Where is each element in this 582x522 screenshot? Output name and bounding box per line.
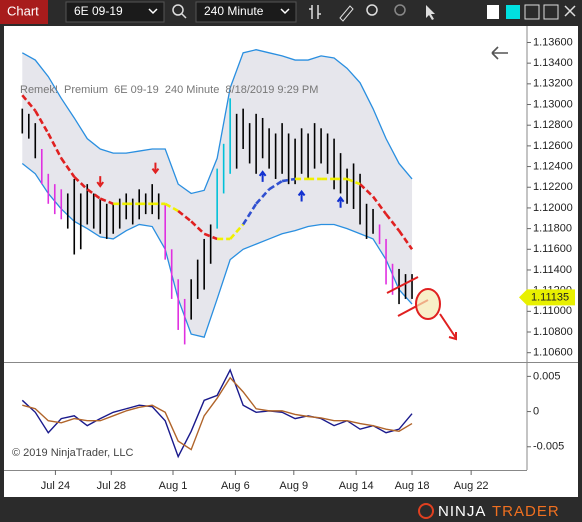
trend-segment bbox=[255, 188, 271, 205]
trend-segment bbox=[99, 197, 114, 205]
maximize-button[interactable] bbox=[543, 4, 559, 20]
chart-tab-label: Chart bbox=[7, 3, 39, 18]
trend-segment bbox=[346, 177, 361, 186]
logo-text: NINJA bbox=[438, 503, 486, 520]
trend-segment bbox=[203, 232, 218, 241]
oscillator-line bbox=[22, 376, 413, 451]
interval-dropdown[interactable] bbox=[195, 1, 297, 23]
y-tick-label: 1.10800 bbox=[533, 326, 573, 338]
trend-segment bbox=[86, 188, 101, 200]
signal-arrow bbox=[297, 189, 306, 202]
y-tick-label: 1.12400 bbox=[533, 160, 573, 172]
y-tick-label: -0.005 bbox=[533, 441, 564, 453]
trend-segment bbox=[242, 203, 258, 226]
trend-segment bbox=[164, 202, 179, 213]
trend-segment bbox=[397, 229, 414, 251]
trend-segment bbox=[73, 175, 89, 191]
trend-segment bbox=[60, 157, 76, 178]
logo-icon bbox=[418, 503, 434, 519]
trend-segment bbox=[229, 223, 245, 240]
y-tick-label: 1.11800 bbox=[533, 223, 572, 235]
x-tick-label: Jul 24 bbox=[41, 480, 70, 492]
y-tick-label: 0.005 bbox=[533, 370, 561, 382]
window-button[interactable] bbox=[487, 5, 499, 19]
drawing-line bbox=[386, 276, 419, 294]
search-icon[interactable] bbox=[172, 4, 184, 16]
drawing-ellipse bbox=[415, 288, 441, 320]
chevron bbox=[148, 8, 158, 15]
trend-segment bbox=[47, 132, 63, 159]
search-icon-handle bbox=[181, 13, 187, 19]
chevron bbox=[280, 8, 290, 15]
trend-segment bbox=[281, 177, 296, 183]
trend-segment bbox=[268, 179, 283, 191]
drawing-arrow bbox=[439, 313, 457, 341]
plot: 1.106001.108001.110001.112001.114001.116… bbox=[21, 36, 575, 492]
y-tick-label: 1.13600 bbox=[533, 36, 573, 48]
signal-arrow bbox=[258, 170, 267, 182]
price-marker bbox=[519, 289, 575, 306]
signal-arrow bbox=[151, 162, 160, 175]
back-arrow[interactable] bbox=[491, 46, 508, 60]
chart-tab[interactable] bbox=[0, 0, 48, 24]
trend-segment bbox=[372, 195, 388, 215]
y-tick-label: 1.12000 bbox=[533, 202, 573, 214]
y-tick-label: 1.11000 bbox=[533, 305, 572, 317]
zoom-in-icon[interactable] bbox=[366, 4, 378, 16]
y-tick-label: 1.12800 bbox=[533, 119, 573, 131]
x-tick-label: Aug 18 bbox=[395, 480, 430, 492]
trend-segment bbox=[359, 183, 374, 198]
y-tick-label: 1.10600 bbox=[533, 347, 573, 359]
pointer-icon[interactable] bbox=[426, 5, 435, 20]
y-tick-label: 0 bbox=[533, 405, 539, 417]
x-tick-label: Jul 28 bbox=[97, 480, 126, 492]
interval-label: 240 Minute bbox=[204, 4, 264, 18]
chart-label: Remek! Premium 6E 09-19 240 Minute 8/18/… bbox=[20, 84, 318, 96]
bars-icon[interactable] bbox=[309, 5, 321, 19]
signal-arrow bbox=[336, 196, 345, 208]
copyright: © 2019 NinjaTrader, LLC bbox=[12, 447, 133, 459]
window-button[interactable] bbox=[506, 5, 520, 19]
y-tick-label: 1.12600 bbox=[533, 140, 573, 152]
y-tick-label: 1.13400 bbox=[533, 57, 573, 69]
footer-bar bbox=[0, 497, 582, 522]
y-tick-label: 1.12200 bbox=[533, 181, 573, 193]
signal-arrow bbox=[96, 176, 105, 188]
trend-segment bbox=[34, 110, 50, 135]
x-tick-label: Aug 22 bbox=[454, 480, 489, 492]
price-marker-label: 1.11135 bbox=[531, 291, 569, 303]
close-button[interactable] bbox=[564, 5, 576, 17]
x-tick-label: Aug 1 bbox=[159, 480, 188, 492]
trend-segment bbox=[190, 220, 206, 235]
zoom-out-icon[interactable] bbox=[394, 4, 406, 16]
draw-icon[interactable] bbox=[339, 5, 354, 22]
trend-segment bbox=[385, 213, 401, 232]
trend-segment bbox=[21, 94, 37, 112]
x-tick-label: Aug 9 bbox=[279, 480, 308, 492]
band-line bbox=[21, 49, 413, 195]
instrument-dropdown[interactable] bbox=[65, 1, 165, 23]
minimize-button[interactable] bbox=[524, 4, 540, 20]
x-tick-label: Aug 14 bbox=[339, 480, 374, 492]
y-tick-label: 1.11400 bbox=[533, 264, 572, 276]
logo-text: TRADER bbox=[492, 503, 560, 520]
x-tick-label: Aug 6 bbox=[221, 480, 250, 492]
y-tick-label: 1.13200 bbox=[533, 78, 573, 90]
band-line bbox=[21, 162, 413, 338]
y-tick-label: 1.13000 bbox=[533, 98, 573, 110]
instrument-label: 6E 09-19 bbox=[74, 4, 123, 18]
y-tick-label: 1.11600 bbox=[533, 243, 572, 255]
trend-segment bbox=[177, 210, 192, 223]
